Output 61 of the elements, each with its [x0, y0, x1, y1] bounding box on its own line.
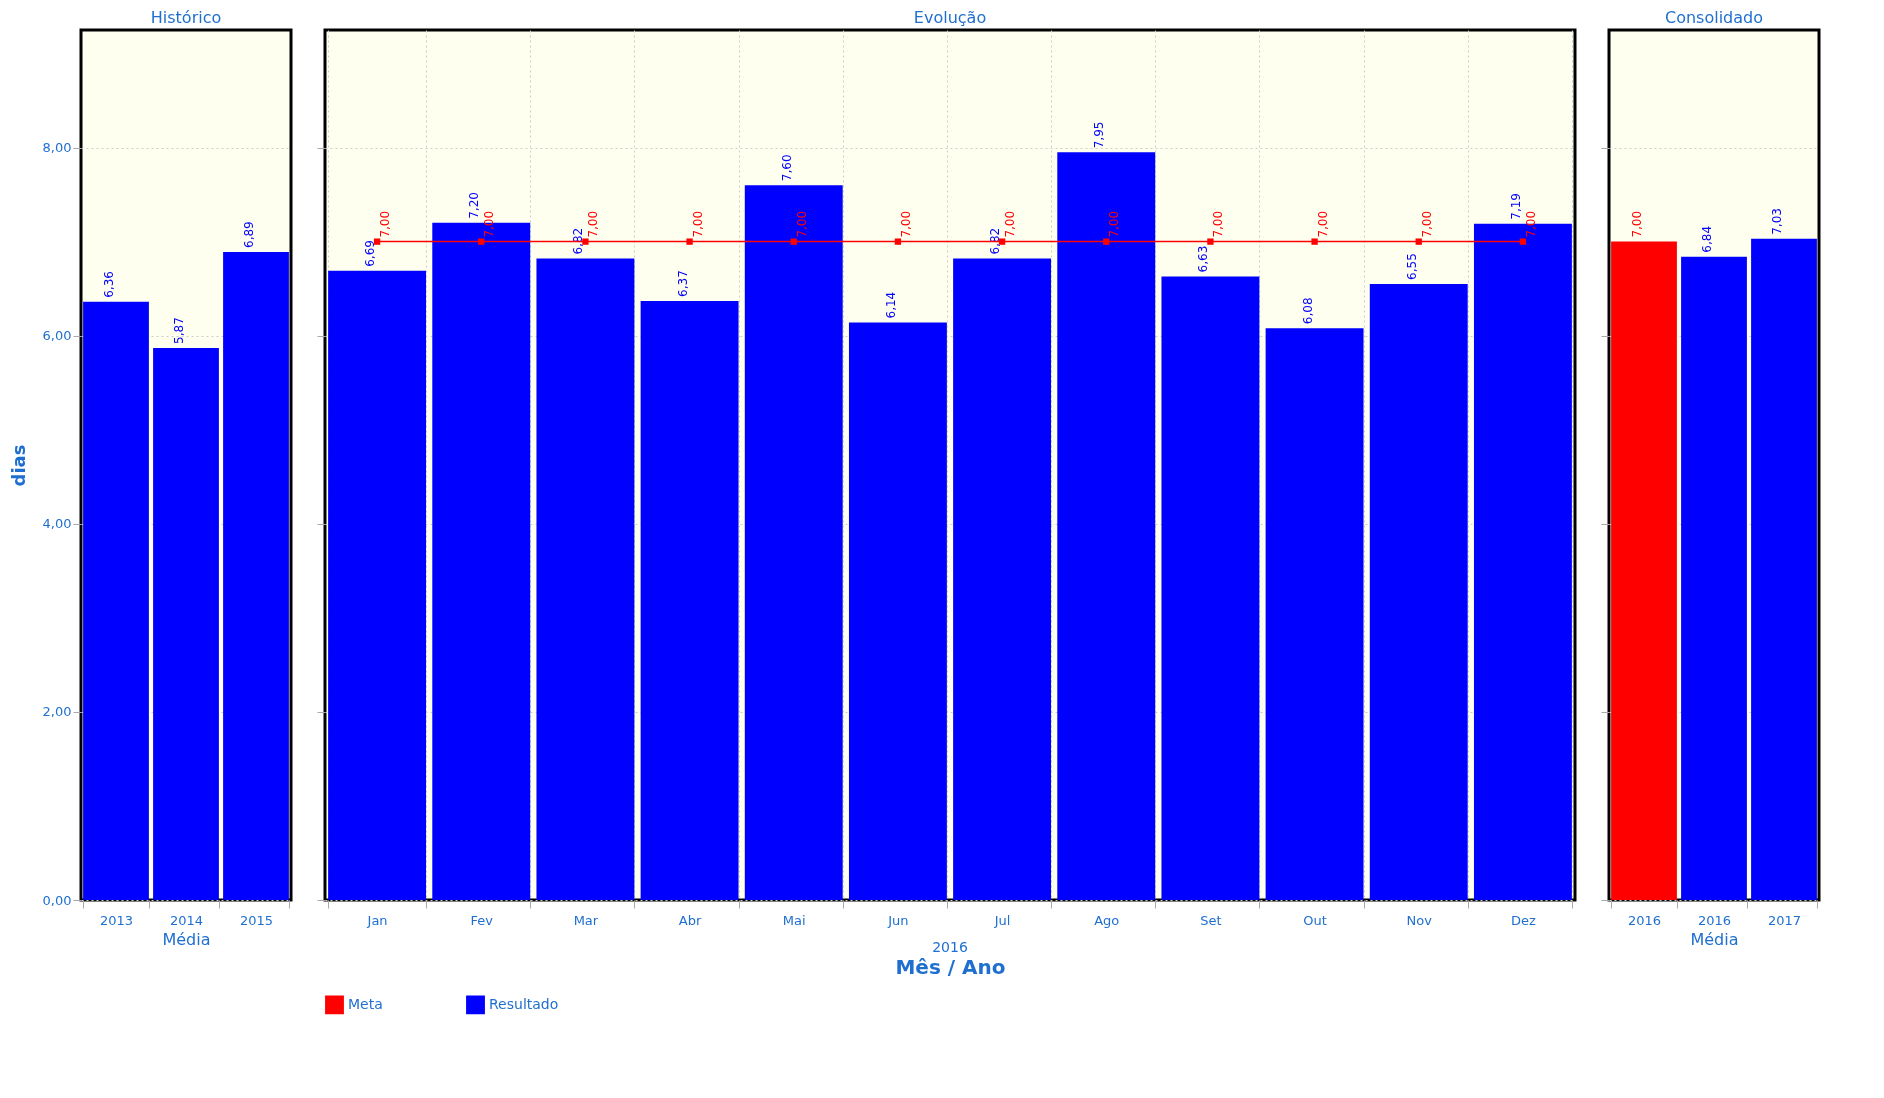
data-label: 7,20 — [467, 192, 482, 219]
x-tick-label: Jan — [366, 912, 388, 928]
y-tick-label: 4,00 — [42, 516, 72, 532]
data-label: 7,95 — [1092, 121, 1107, 149]
y-tick-label: 8,00 — [42, 140, 72, 156]
x-tick-label: Nov — [1406, 912, 1433, 928]
data-label: 7,00 — [690, 210, 705, 238]
x-tick-label: Jun — [887, 912, 909, 928]
data-label: 7,00 — [1211, 210, 1226, 238]
data-label: 6,55 — [1404, 253, 1419, 280]
x-tick-label: Fev — [470, 912, 494, 928]
data-label: 5,87 — [172, 317, 186, 344]
x-tick-label: 2015 — [239, 912, 274, 928]
x-tick-label: 2013 — [99, 912, 134, 928]
x-tick-label: Mar — [573, 912, 599, 928]
x-tick-label: 2016 — [1627, 912, 1662, 928]
data-label: 7,00 — [378, 210, 393, 238]
data-label: 7,00 — [1003, 210, 1018, 238]
x-tick-label: Mai — [782, 912, 806, 928]
data-label: 7,00 — [898, 210, 913, 238]
data-label: 7,00 — [794, 210, 809, 238]
x-axis-title: Média — [162, 929, 211, 949]
x-tick-label: 2016 — [1697, 912, 1732, 928]
data-label: 7,00 — [586, 210, 601, 238]
x-tick-label: Dez — [1510, 912, 1536, 928]
data-label: 6,89 — [242, 221, 256, 248]
x-tick-label: 2017 — [1767, 912, 1802, 928]
chart-title: Consolidado — [1664, 8, 1764, 27]
data-label: 6,36 — [102, 271, 116, 298]
y-axis-title: dias — [7, 444, 29, 487]
x-tick-label: Set — [1200, 912, 1222, 928]
data-label: 7,00 — [1107, 210, 1122, 238]
data-label: 6,14 — [883, 291, 898, 319]
x-axis-title: Mês / Ano — [895, 954, 1006, 979]
data-label: 6,84 — [1700, 225, 1714, 253]
x-axis-title: Média — [1690, 929, 1739, 949]
y-tick-label: 6,00 — [42, 328, 72, 344]
data-label: 6,69 — [363, 240, 378, 267]
data-label: 6,63 — [1196, 245, 1211, 273]
x-tick-label: 2014 — [169, 912, 204, 928]
x-tick-label: Out — [1303, 912, 1327, 928]
data-label: 6,37 — [675, 270, 690, 297]
x-tick-label: Abr — [678, 912, 702, 928]
y-tick-label: 0,00 — [42, 892, 72, 908]
chart-title: Evolução — [913, 8, 987, 27]
data-label: 7,00 — [1630, 210, 1644, 238]
data-label: 7,00 — [1315, 210, 1330, 238]
text: 2016 — [932, 939, 968, 955]
data-label: 7,00 — [482, 210, 497, 238]
data-label: 7,03 — [1770, 208, 1784, 235]
x-tick-label: Jul — [993, 912, 1011, 928]
data-label: 7,60 — [779, 154, 794, 182]
data-label: 7,00 — [1523, 210, 1538, 238]
chart-title: Histórico — [150, 8, 222, 27]
data-label: 7,00 — [1419, 210, 1434, 238]
data-label: 7,19 — [1508, 193, 1523, 220]
x-tick-label: Ago — [1094, 912, 1120, 928]
legend-label: Resultado — [489, 995, 559, 1012]
legend-label: Meta — [348, 995, 383, 1012]
y-tick-label: 2,00 — [42, 704, 72, 720]
data-label: 6,08 — [1300, 297, 1315, 325]
